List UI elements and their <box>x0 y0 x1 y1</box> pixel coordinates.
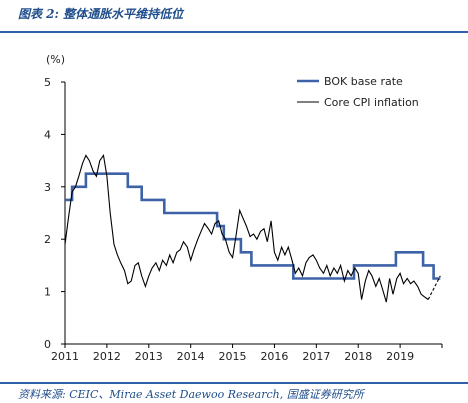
y-tick-label: 4 <box>44 128 51 141</box>
y-tick-label: 0 <box>44 338 51 351</box>
x-tick-label: 2011 <box>51 350 79 363</box>
chart-series <box>64 153 441 303</box>
bok-base-rate-line <box>65 172 441 280</box>
legend-label-core-cpi-inflation: Core CPI inflation <box>324 96 419 109</box>
x-axis-ticks: 2011 2012 2013 2014 2015 2016 2017 2018 2019 <box>51 344 443 363</box>
legend-label-bok-base-rate: BOK base rate <box>324 75 403 88</box>
core-cpi-inflation-projection <box>427 275 441 300</box>
x-tick-label: 2015 <box>219 350 247 363</box>
top-rule <box>0 31 468 33</box>
y-axis-ticks: 0 1 2 3 4 5 <box>44 76 65 351</box>
x-tick-label: 2016 <box>260 350 288 363</box>
core-cpi-inflation-line <box>64 153 429 303</box>
chart-axes <box>64 82 442 345</box>
x-tick-label: 2018 <box>344 350 372 363</box>
chart-title: 图表 2: 整体通胀水平维持低位 <box>18 7 184 21</box>
y-tick-label: 3 <box>44 181 51 194</box>
y-axis-unit-label: (%) <box>46 53 65 66</box>
x-tick-label: 2014 <box>177 350 205 363</box>
y-tick-label: 2 <box>44 233 51 246</box>
y-tick-label: 1 <box>44 286 51 299</box>
x-tick-label: 2017 <box>302 350 330 363</box>
source-note: 资料来源: CEIC、Mirae Asset Daewoo Research, … <box>18 388 364 401</box>
x-tick-label: 2012 <box>93 350 121 363</box>
y-tick-label: 5 <box>44 76 51 89</box>
x-tick-label: 2013 <box>135 350 163 363</box>
bottom-rule <box>0 382 468 384</box>
chart-legend: BOK base rate Core CPI inflation <box>297 75 419 109</box>
x-tick-label: 2019 <box>386 350 414 363</box>
